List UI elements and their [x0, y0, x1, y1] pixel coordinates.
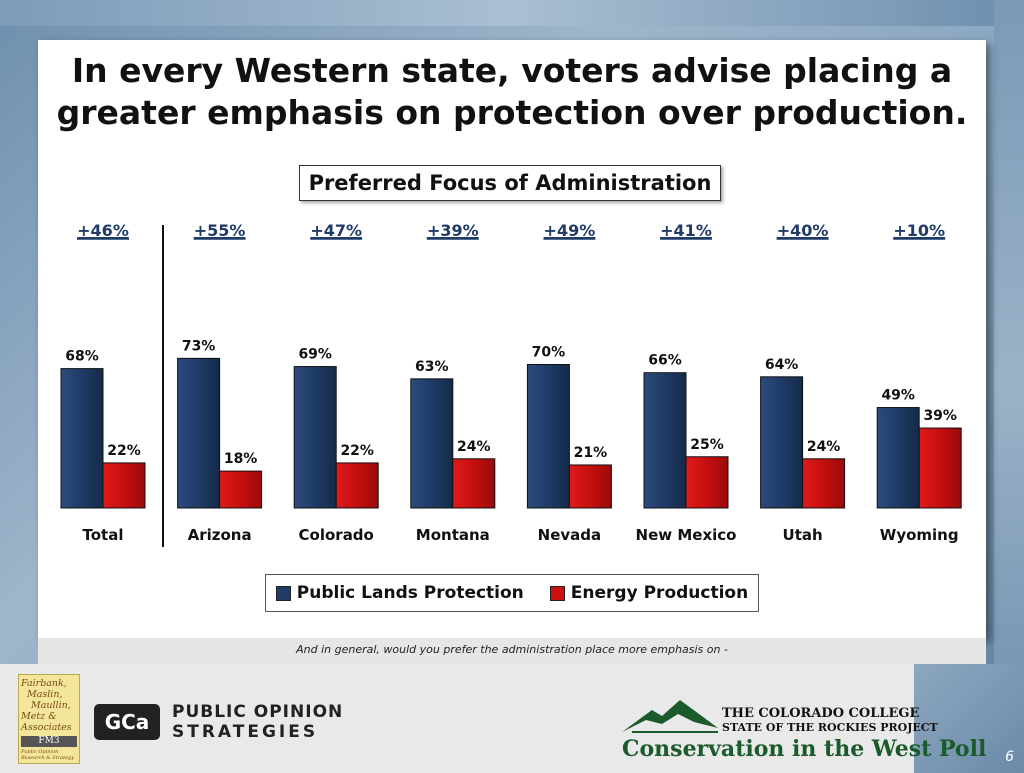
value-label-protection: 49% — [881, 388, 915, 404]
legend-item-production: Energy Production — [549, 583, 749, 603]
category-label: Wyoming — [880, 526, 959, 544]
value-label-production: 24% — [807, 439, 841, 455]
legend: Public Lands Protection Energy Productio… — [265, 574, 759, 612]
value-label-production: 25% — [690, 437, 724, 453]
slide-card: In every Western state, voters advise pl… — [38, 40, 986, 638]
fm3-badge: FM3 — [21, 736, 77, 747]
difference-label: +49% — [544, 221, 596, 240]
fm3-line: Maslin, — [27, 689, 63, 700]
difference-label: +41% — [660, 221, 712, 240]
legend-label-production: Energy Production — [570, 583, 749, 603]
bar-protection — [876, 407, 920, 509]
bar-production — [219, 470, 263, 509]
bar-protection — [177, 357, 221, 509]
pos-logo-text: PUBLIC OPINION STRATEGIES — [172, 702, 343, 742]
pos-logo-mark: GCa — [94, 704, 160, 740]
value-label-protection: 63% — [415, 359, 449, 375]
slide-title: In every Western state, voters advise pl… — [56, 51, 968, 132]
bar-production — [452, 458, 496, 509]
footer-rock-image — [914, 664, 1024, 773]
bar-protection — [293, 366, 337, 509]
legend-swatch-protection — [275, 585, 291, 601]
category-label: Nevada — [538, 526, 602, 544]
category-label: Colorado — [299, 526, 374, 544]
fm3-tagline: Public Opinion Research & Strategy — [21, 749, 75, 761]
fm3-line: Maullin, — [31, 700, 71, 711]
bar-protection — [526, 364, 570, 509]
bar-production — [335, 462, 379, 509]
fm3-logo: Fairbank, Maslin, Maullin, Metz & Associ… — [18, 674, 80, 764]
cc-logo-line1: THE COLORADO COLLEGE — [722, 706, 920, 721]
bar-protection — [410, 378, 454, 509]
difference-label: +47% — [310, 221, 362, 240]
background-top — [0, 0, 1024, 26]
footer-band — [0, 664, 1024, 773]
category-label: Total — [83, 526, 124, 544]
category-label: Montana — [416, 526, 490, 544]
fm3-line: Associates — [21, 722, 72, 733]
value-label-protection: 68% — [65, 349, 99, 365]
value-label-production: 39% — [923, 408, 957, 424]
mountain-logo-icon — [622, 700, 718, 733]
cc-logo-line3: Conservation in the West Poll — [622, 736, 987, 762]
pos-logo-line2: STRATEGIES — [172, 722, 319, 742]
category-label: Arizona — [188, 526, 252, 544]
category-label: New Mexico — [636, 526, 737, 544]
question-footnote: And in general, would you prefer the adm… — [38, 638, 986, 664]
fm3-line: Metz & — [21, 711, 57, 722]
value-label-protection: 73% — [182, 338, 216, 354]
bar-chart: 68% 22% Total +46% 73% 18% Arizona +55% 69% 22% Co… — [60, 221, 962, 547]
difference-label: +55% — [194, 221, 246, 240]
pos-logo-line1: PUBLIC OPINION — [172, 702, 344, 722]
value-label-production: 18% — [224, 451, 258, 467]
difference-label: +39% — [427, 221, 479, 240]
fm3-line: Fairbank, — [21, 678, 67, 689]
bar-production — [102, 462, 146, 509]
value-label-protection: 70% — [532, 345, 566, 361]
value-label-protection: 69% — [298, 347, 332, 363]
difference-label: +10% — [893, 221, 945, 240]
value-label-protection: 64% — [765, 357, 799, 373]
cc-logo-line2: STATE OF THE ROCKIES PROJECT — [722, 721, 938, 734]
bar-protection — [760, 376, 804, 509]
bar-protection — [643, 372, 687, 509]
difference-label: +46% — [77, 221, 129, 240]
value-label-production: 21% — [574, 445, 608, 461]
category-label: Utah — [783, 526, 823, 544]
value-label-production: 22% — [340, 443, 374, 459]
legend-swatch-production — [549, 585, 565, 601]
bar-protection — [60, 368, 104, 509]
legend-item-protection: Public Lands Protection — [275, 583, 524, 603]
background-right — [994, 0, 1024, 773]
bar-production — [685, 456, 729, 509]
bar-production — [802, 458, 846, 509]
value-label-protection: 66% — [648, 353, 682, 369]
slide-number: 6 — [1005, 749, 1014, 765]
legend-label-protection: Public Lands Protection — [296, 583, 524, 603]
difference-label: +40% — [777, 221, 829, 240]
value-label-production: 24% — [457, 439, 491, 455]
bar-production — [918, 427, 962, 509]
bar-production — [568, 464, 612, 509]
value-label-production: 22% — [107, 443, 141, 459]
chart-title: Preferred Focus of Administration — [299, 165, 721, 201]
